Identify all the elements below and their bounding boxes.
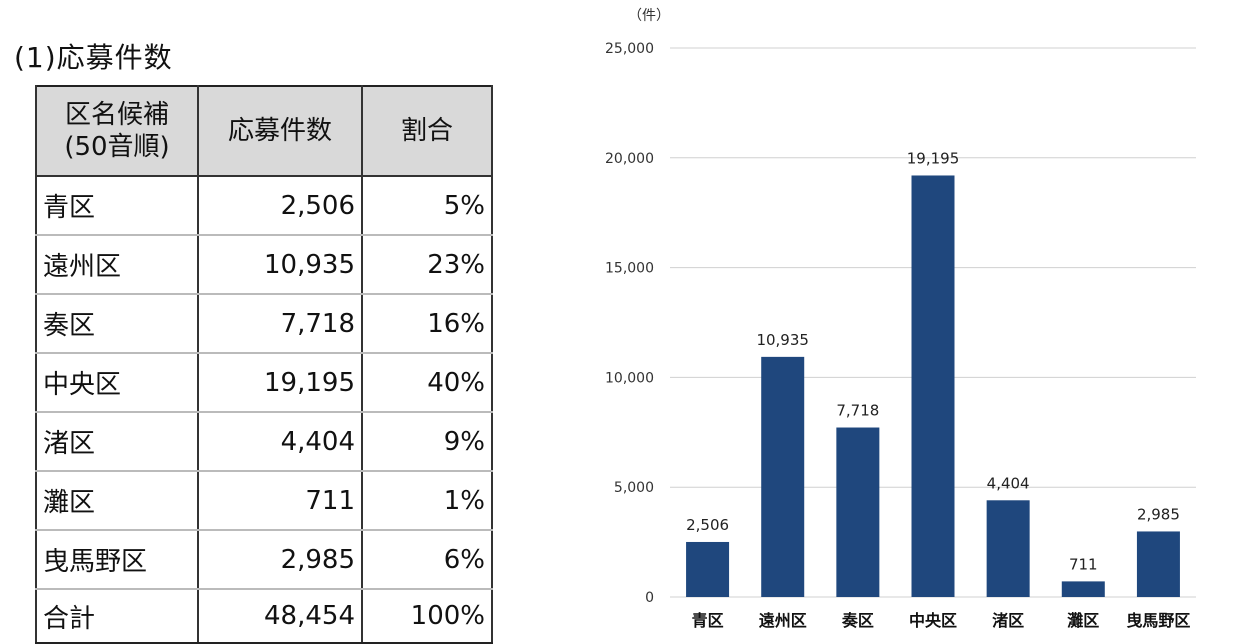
district-name: 灘区 [35,471,199,531]
district-name: 奏区 [35,294,199,354]
x-tick-label: 遠州区 [759,611,807,630]
district-name: 曳馬野区 [35,530,199,590]
table-row: 曳馬野区 2,985 6% [35,530,493,590]
district-name: 中央区 [35,353,199,413]
ratio-cell: 40% [361,353,493,413]
bar-chart: （件） 0 5,000 10,000 15,000 20,000 25,000 2,506 青区… [605,8,1196,630]
y-tick-label: 20,000 [605,151,654,167]
section-title: (1)応募件数 [14,41,173,74]
bar [986,500,1030,597]
ratio-cell: 16% [361,294,493,354]
bar [686,541,730,597]
ratio-cell: 23% [361,235,493,295]
table-row: 渚区 4,404 9% [35,412,493,472]
applications-table: 区名候補 (50音順) 応募件数 割合 青区 2,506 5% 遠州区 10,935 23%… [35,85,493,644]
data-label: 4,404 [987,474,1030,492]
table-row: 灘区 711 1% [35,471,493,531]
count-cell: 7,718 [197,294,363,354]
ratio-cell: 6% [361,530,493,590]
total-row: 合計 48,454 100% [35,588,493,644]
bar [836,427,880,597]
data-label: 711 [1069,555,1098,573]
count-cell: 19,195 [197,353,363,413]
table-row: 奏区 7,718 16% [35,294,493,354]
ratio-cell: 1% [361,471,493,531]
table-header-row: 区名候補 (50音順) 応募件数 割合 [35,86,493,177]
y-unit-label: （件） [628,8,670,24]
bar [761,356,805,597]
count-cell: 711 [197,471,363,531]
data-label: 2,506 [686,516,729,534]
count-cell: 48,454 [197,588,363,644]
header-count: 応募件数 [197,86,363,177]
header-line1: 区名候補 [64,100,169,130]
district-name: 遠州区 [35,235,199,295]
data-label: 7,718 [836,402,879,420]
x-tick-label: 奏区 [841,611,874,630]
header-line2: (50音順) [64,132,170,162]
x-tick-label: 灘区 [1067,611,1099,630]
district-name: 合計 [35,588,199,644]
x-tick-label: 青区 [692,611,724,630]
data-label: 19,195 [907,149,960,167]
y-tick-label: 0 [645,590,654,606]
y-tick-label: 10,000 [605,370,654,386]
x-tick-label: 中央区 [909,611,957,630]
ratio-cell: 100% [361,588,493,644]
table-row: 中央区 19,195 40% [35,353,493,413]
bar [1136,531,1180,597]
x-tick-label: 曳馬野区 [1126,611,1190,630]
header-ratio: 割合 [361,86,493,177]
ratio-cell: 9% [361,412,493,472]
ratio-cell: 5% [361,176,493,236]
data-label: 2,985 [1137,505,1180,523]
count-cell: 2,506 [197,176,363,236]
district-name: 青区 [35,176,199,236]
count-cell: 2,985 [197,530,363,590]
bar [911,175,955,598]
district-name: 渚区 [35,412,199,472]
y-tick-label: 5,000 [614,480,654,496]
count-cell: 10,935 [197,235,363,295]
count-cell: 4,404 [197,412,363,472]
data-label: 10,935 [756,331,809,349]
x-tick-label: 渚区 [992,611,1024,630]
table-row: 遠州区 10,935 23% [35,235,493,295]
y-tick-label: 15,000 [605,261,654,277]
header-district-candidate: 区名候補 (50音順) [35,86,199,177]
bar [1061,581,1105,597]
y-tick-label: 25,000 [605,41,654,57]
table-row: 青区 2,506 5% [35,176,493,236]
